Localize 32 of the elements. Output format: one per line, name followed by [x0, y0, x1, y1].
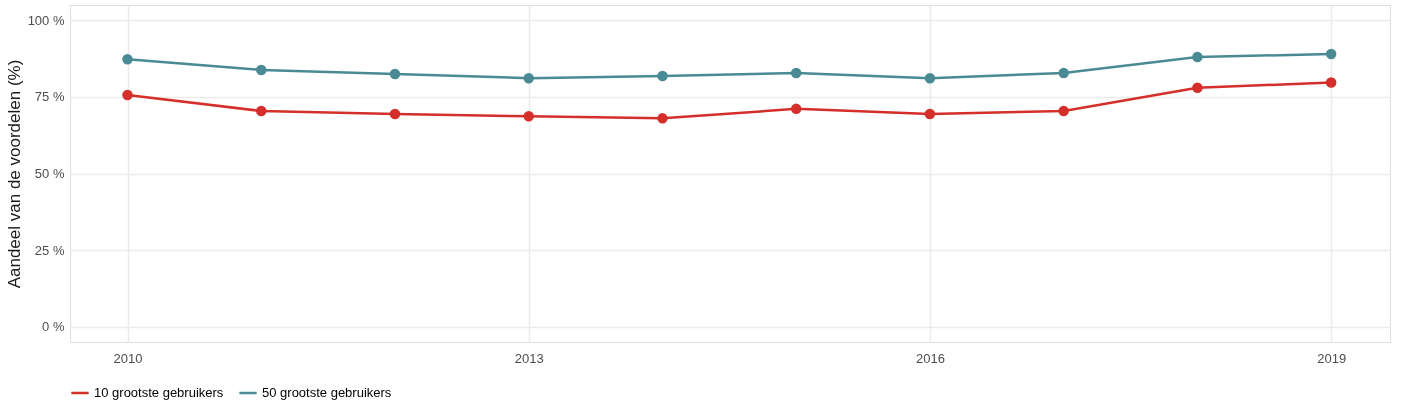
- point: [924, 72, 936, 84]
- x-tick-label: 2019: [1317, 350, 1347, 366]
- x-tick-label: 2013: [514, 350, 544, 366]
- point: [790, 103, 802, 115]
- point: [389, 68, 401, 80]
- x-tick-label: 2016: [915, 350, 945, 366]
- point: [1325, 48, 1337, 60]
- y-tick-label: 75 %: [34, 89, 65, 105]
- point: [389, 108, 401, 120]
- point: [256, 105, 267, 117]
- point: [657, 70, 668, 82]
- y-tick-label: 100 %: [27, 12, 65, 28]
- point: [924, 108, 936, 120]
- legend-label: 10 grootste gebruikers: [94, 385, 224, 400]
- y-tick-label: 25 %: [34, 242, 65, 258]
- y-tick-label: 0 %: [42, 319, 65, 335]
- point: [1192, 51, 1203, 63]
- point: [523, 72, 534, 84]
- point: [1058, 105, 1069, 117]
- point: [790, 67, 802, 79]
- y-tick-label: 50 %: [34, 166, 65, 181]
- point: [1058, 67, 1069, 79]
- point: [256, 64, 267, 76]
- point: [122, 53, 133, 65]
- point: [1325, 77, 1337, 88]
- point: [1192, 82, 1203, 93]
- point: [657, 113, 668, 124]
- legend-label: 50 grootste gebruikers: [262, 385, 392, 400]
- point: [122, 89, 133, 101]
- x-tick-label: 2010: [113, 350, 143, 366]
- y-axis-title: Aandeel van de voordelen (%): [4, 59, 24, 289]
- point: [523, 110, 534, 122]
